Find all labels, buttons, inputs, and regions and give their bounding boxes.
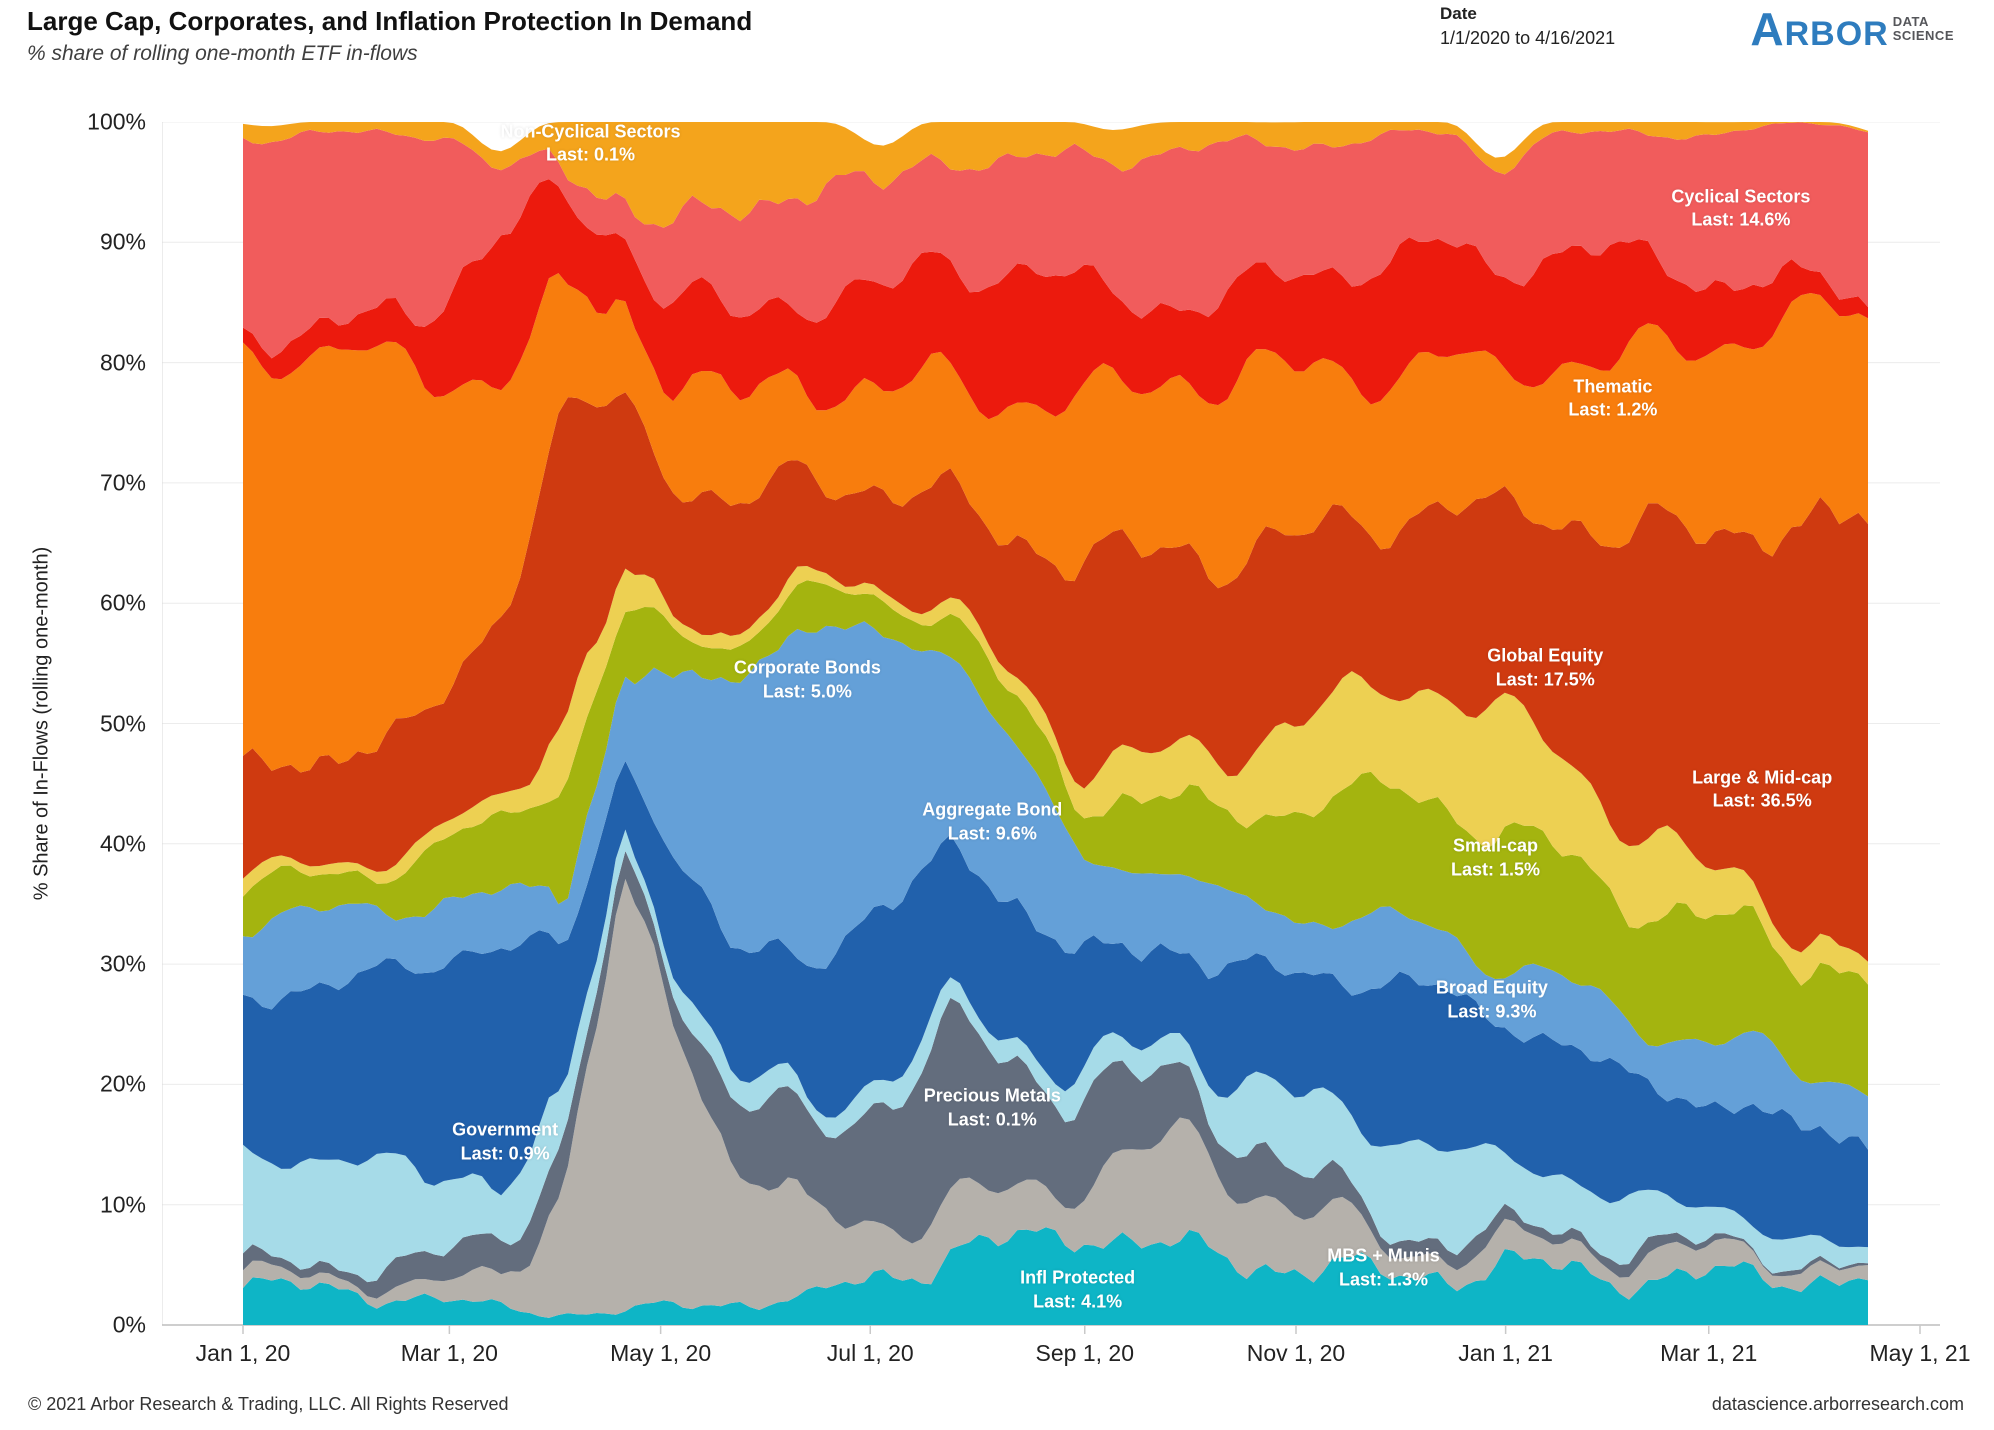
y-tick-label: 10% — [99, 1191, 146, 1218]
series-label-name: Cyclical Sectors — [1671, 186, 1811, 207]
date-filter-label: Date — [1440, 4, 1477, 23]
area-series-non-cyclical-sectors — [243, 122, 1868, 228]
area-series-infl-protected — [243, 1227, 1868, 1325]
series-label-infl-protected: Infl Protected Last: 4.1% — [1020, 1267, 1135, 1314]
y-tick-label: 20% — [99, 1070, 146, 1097]
y-tick-label: 60% — [99, 589, 146, 616]
x-tick-label: Mar 1, 20 — [400, 1340, 498, 1366]
page-title: Large Cap, Corporates, and Inflation Pro… — [27, 6, 753, 36]
series-label-name: Corporate Bonds — [733, 657, 881, 678]
y-tick-label: 40% — [99, 830, 146, 857]
y-tick-label: 90% — [99, 228, 146, 255]
y-tick-label: 70% — [99, 469, 146, 496]
y-tick-label: 50% — [99, 710, 146, 736]
series-label-last-value: Last: 36.5% — [1712, 790, 1812, 811]
series-label-last-value: Last: 1.3% — [1338, 1269, 1429, 1290]
series-label-name: Global Equity — [1487, 645, 1604, 666]
chart-canvas — [162, 122, 1940, 1334]
y-tick-label: 30% — [99, 950, 146, 977]
series-label-last-value: Last: 1.2% — [1568, 399, 1658, 420]
y-tick-label: 80% — [99, 349, 146, 376]
x-tick-label: May 1, 21 — [1869, 1340, 1971, 1366]
series-label-last-value: Last: 9.3% — [1447, 1001, 1537, 1022]
arbor-logo-suffix: DATA SCIENCE — [1893, 15, 1954, 42]
series-label-last-value: Last: 14.6% — [1691, 209, 1791, 230]
arbor-logo-rest: RBOR — [1784, 15, 1889, 53]
arbor-logo-suffix-bottom: SCIENCE — [1892, 28, 1954, 43]
series-label-thematic: Thematic Last: 1.2% — [1568, 375, 1657, 422]
arbor-logo-suffix-top: DATA — [1892, 14, 1929, 30]
area-series-mbs-munis — [243, 829, 1868, 1283]
series-label-last-value: Last: 5.0% — [762, 681, 852, 702]
series-label-non-cyclical-sectors: Non-Cyclical Sectors Last: 0.1% — [500, 120, 680, 167]
series-label-small-cap: Small-cap Last: 1.5% — [1451, 835, 1540, 882]
series-label-name: Large & Mid-cap — [1692, 767, 1833, 788]
date-filter-value: 1/1/2020 to 4/16/2021 — [1440, 28, 1616, 48]
stacked-area-chart: Infl Protected Last: 4.1% Government Last: … — [162, 120, 1940, 1337]
x-tick-label: Mar 1, 21 — [1660, 1340, 1758, 1366]
series-label-name: Precious Metals — [923, 1086, 1061, 1107]
series-label-last-value: Last: 17.5% — [1495, 669, 1595, 690]
series-label-large-mid-cap: Large & Mid-cap Last: 36.5% — [1692, 766, 1832, 813]
x-tick-label: Jul 1, 20 — [826, 1340, 914, 1366]
series-label-global-equity: Global Equity Last: 17.5% — [1487, 645, 1603, 692]
x-tick-label: Jan 1, 21 — [1458, 1340, 1553, 1366]
series-label-name: Non-Cyclical Sectors — [500, 121, 681, 142]
area-series-small-cap — [243, 566, 1868, 986]
series-label-name: Government — [452, 1119, 559, 1140]
area-series-corporate-bonds — [243, 621, 1868, 1150]
series-label-name: MBS + Munis — [1327, 1246, 1440, 1267]
area-series-global-equity — [243, 273, 1868, 773]
website-url: datascience.arborresearch.com — [1711, 1394, 1964, 1414]
y-tick-label: 100% — [87, 108, 146, 135]
series-label-last-value: Last: 0.1% — [947, 1109, 1037, 1130]
page-subtitle: % share of rolling one-month ETF in-flow… — [27, 42, 418, 65]
area-series-broad-equity — [243, 580, 1868, 1097]
x-tick-label: Nov 1, 20 — [1246, 1340, 1346, 1366]
area-series-aggregate-bond — [243, 761, 1868, 1248]
arbor-logo-initial: A — [1750, 3, 1785, 55]
series-label-mbs-munis: MBS + Munis Last: 1.3% — [1327, 1245, 1440, 1292]
x-tick-label: May 1, 20 — [610, 1340, 712, 1366]
area-series-large-mid-cap — [243, 392, 1868, 962]
series-label-name: Thematic — [1573, 376, 1653, 397]
arbor-logo: ARBOR DATA SCIENCE — [1750, 6, 1954, 52]
area-series-thematic — [243, 179, 1868, 420]
series-label-last-value: Last: 4.1% — [1033, 1291, 1123, 1312]
area-series-cyclical-sectors — [243, 122, 1868, 359]
series-label-last-value: Last: 1.5% — [1450, 859, 1541, 880]
series-label-last-value: Last: 9.6% — [947, 823, 1037, 844]
series-label-precious-metals: Precious Metals Last: 0.1% — [924, 1085, 1061, 1132]
series-label-last-value: Last: 0.1% — [545, 144, 635, 165]
series-label-name: Aggregate Bond — [922, 799, 1063, 820]
series-label-name: Broad Equity — [1435, 977, 1548, 998]
x-tick-label: Jan 1, 20 — [195, 1340, 291, 1366]
series-label-broad-equity: Broad Equity Last: 9.3% — [1436, 977, 1548, 1024]
arbor-logo-wordmark: ARBOR — [1750, 6, 1888, 52]
series-label-last-value: Last: 0.9% — [460, 1143, 550, 1164]
series-label-government: Government Last: 0.9% — [452, 1119, 558, 1166]
series-label-name: Infl Protected — [1020, 1267, 1136, 1288]
date-filter: Date 1/1/2020 to 4/16/2021 — [1440, 4, 1615, 49]
series-label-name: Small-cap — [1452, 835, 1539, 856]
x-tick-label: Sep 1, 20 — [1035, 1340, 1134, 1366]
series-label-corporate-bonds: Corporate Bonds Last: 5.0% — [734, 657, 881, 704]
area-series-government — [243, 879, 1868, 1318]
series-label-aggregate-bond: Aggregate Bond Last: 9.6% — [922, 799, 1062, 846]
y-tick-label: 0% — [112, 1311, 146, 1338]
series-label-cyclical-sectors: Cyclical Sectors Last: 14.6% — [1671, 185, 1810, 232]
copyright-text: © 2021 Arbor Research & Trading, LLC. Al… — [28, 1394, 509, 1414]
